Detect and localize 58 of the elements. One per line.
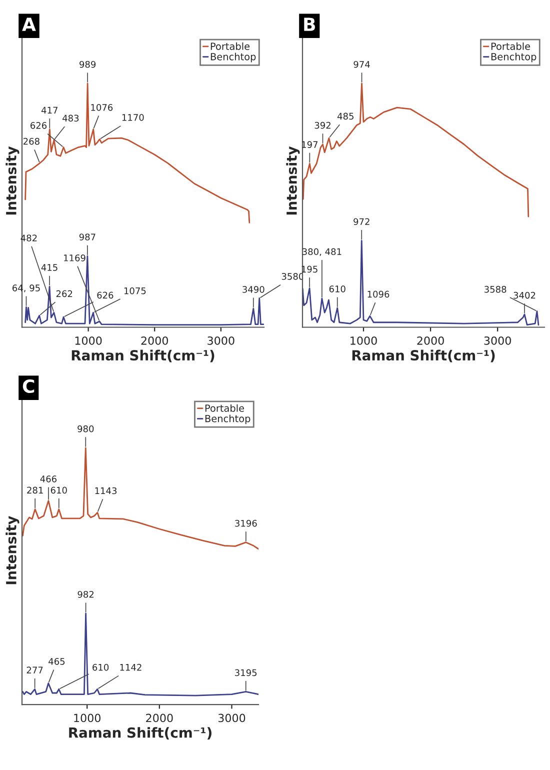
annotation: 1076 <box>91 104 113 111</box>
annotation: 1143 <box>95 487 117 494</box>
annotation: 1096 <box>368 290 390 298</box>
annotation: 1142 <box>120 664 142 671</box>
y-axis-title: Intensity <box>6 516 20 584</box>
annotation: 3196 <box>235 520 257 527</box>
legend-label: Portable <box>491 42 530 50</box>
x-axis-title: Raman Shift(cm⁻¹) <box>72 350 214 362</box>
annotation: 610 <box>50 486 67 494</box>
annotation: 626 <box>30 122 47 129</box>
annotation: 3490 <box>242 286 264 293</box>
x-tick-label: 1000 <box>75 336 102 345</box>
legend-label: Portable <box>210 42 250 50</box>
x-tick-label: 3000 <box>484 336 511 345</box>
annotation: 974 <box>354 60 370 68</box>
x-axis-title: Raman Shift(cm⁻¹) <box>352 350 495 362</box>
x-tick-label: 3000 <box>208 336 234 345</box>
annotation: 980 <box>78 425 94 432</box>
annotation: 982 <box>78 590 94 598</box>
legend-label: Benchtop <box>210 52 256 62</box>
legend-label: Portable <box>205 404 244 412</box>
chart-title: A <box>22 18 36 31</box>
annotation: 268 <box>23 138 40 145</box>
annotation: 610 <box>329 286 346 292</box>
annotation: 3402 <box>514 292 536 299</box>
x-tick-label: 2000 <box>141 336 168 345</box>
chart-title: C <box>22 379 34 394</box>
annotation: 281 <box>27 486 43 494</box>
annotation: 610 <box>92 664 109 671</box>
annotation: 989 <box>80 60 96 68</box>
legend-label: Benchtop <box>205 414 250 424</box>
annotation: 417 <box>41 106 58 114</box>
annotation: 392 <box>314 122 330 129</box>
annotation: 415 <box>41 264 58 271</box>
annotation: 987 <box>79 234 96 240</box>
annotation: 626 <box>97 292 114 299</box>
annotation: 262 <box>56 290 72 298</box>
annotation: 972 <box>354 218 370 226</box>
annotation: 3588 <box>484 286 506 293</box>
y-axis-title: Intensity <box>6 146 20 215</box>
annotation: 466 <box>40 476 57 482</box>
y-axis-title: Intensity <box>286 146 300 215</box>
x-tick-label: 1000 <box>74 714 100 722</box>
x-tick-label: 3000 <box>218 714 246 722</box>
annotation: 483 <box>62 114 79 122</box>
x-tick-label: 2000 <box>417 336 444 345</box>
x-tick-label: 1000 <box>350 336 377 345</box>
x-axis-title: Raman Shift(cm⁻¹) <box>69 727 212 740</box>
annotation: 1170 <box>122 114 144 121</box>
annotation: 485 <box>337 112 354 120</box>
annotation: 465 <box>48 658 65 665</box>
chart-title: B <box>304 18 315 31</box>
annotation: 3195 <box>235 669 257 676</box>
annotation: 1169 <box>64 254 86 262</box>
annotation: 1075 <box>124 287 146 294</box>
x-tick-label: 2000 <box>146 714 173 722</box>
annotation: 277 <box>26 666 43 674</box>
legend-label: Benchtop <box>491 52 536 62</box>
